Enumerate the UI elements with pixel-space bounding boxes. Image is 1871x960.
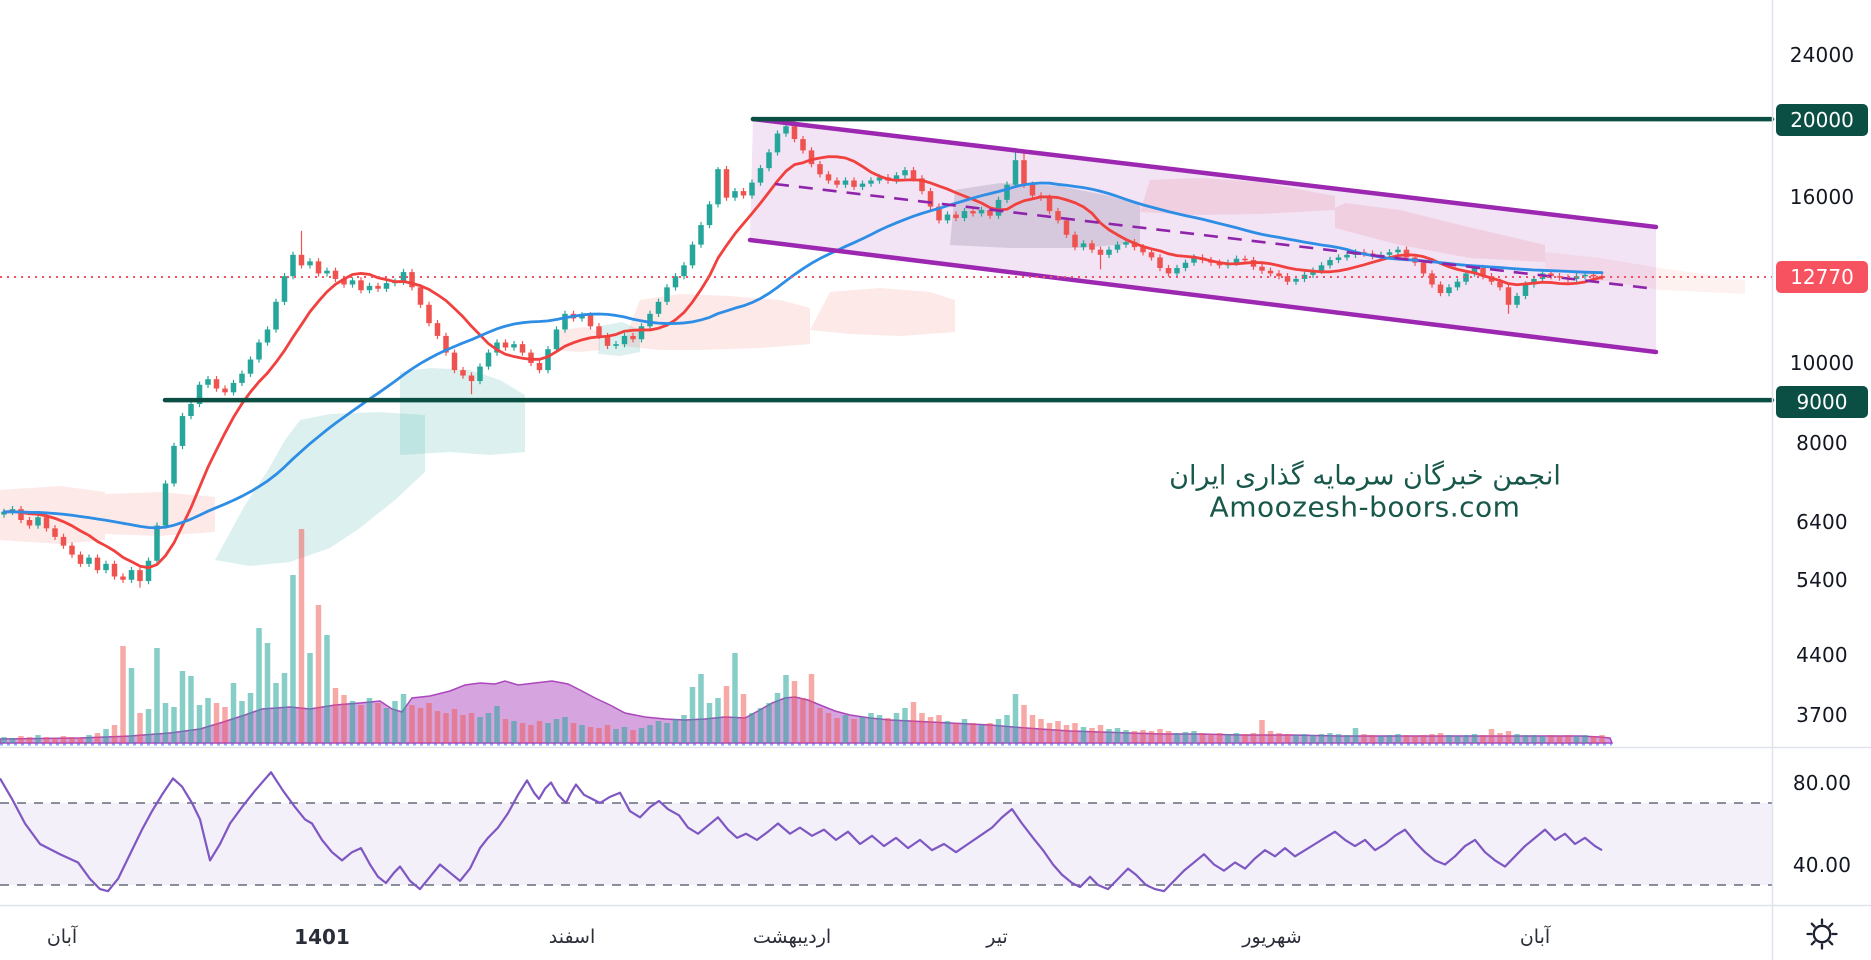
gear-icon bbox=[1806, 918, 1838, 950]
ichimoku-cloud bbox=[105, 492, 215, 536]
watermark-line-1: انجمن خبرگان سرمایه گذاری ایران bbox=[1169, 460, 1561, 492]
ichimoku-cloud bbox=[622, 294, 810, 350]
price-axis-label: 5400 bbox=[1796, 568, 1848, 592]
ma-slow-line bbox=[2, 181, 1604, 530]
price-axis-label: 3700 bbox=[1796, 703, 1848, 727]
support-price-label: 9000 bbox=[1776, 386, 1868, 418]
time-axis[interactable] bbox=[0, 906, 1772, 960]
channel-bottom-line bbox=[747, 237, 1659, 355]
time-axis-label: آبان bbox=[46, 926, 78, 948]
channel-top-line bbox=[750, 116, 1659, 230]
price-axis-label: 8000 bbox=[1796, 431, 1848, 455]
watermark: انجمن خبرگان سرمایه گذاری ایران Amoozesh… bbox=[1169, 460, 1561, 523]
price-axis-label: 6400 bbox=[1796, 510, 1848, 534]
ichimoku-cloud bbox=[1335, 203, 1545, 262]
price-axis-label: 24000 bbox=[1789, 43, 1855, 67]
ichimoku-cloud bbox=[400, 368, 525, 455]
time-axis-label: اسفند bbox=[548, 926, 596, 948]
last-price-label: 12770 bbox=[1776, 261, 1868, 293]
time-axis-label: آبان bbox=[1519, 926, 1551, 948]
watermark-line-2: Amoozesh-boors.com bbox=[1209, 490, 1521, 524]
time-axis-label: اردیبهشت bbox=[752, 926, 832, 948]
ma-fast-line bbox=[2, 155, 1604, 570]
descending-channel-fill bbox=[750, 119, 1656, 352]
price-axis-label: 80.00 bbox=[1792, 771, 1852, 795]
volume-bars bbox=[1, 529, 1605, 743]
ichimoku-cloud bbox=[810, 288, 955, 336]
rsi-line bbox=[0, 771, 1603, 893]
time-axis-label: شهریور bbox=[1242, 926, 1302, 948]
price-axis-label: 10000 bbox=[1789, 351, 1855, 375]
time-axis-label: تیر bbox=[986, 926, 1008, 948]
ichimoku-cloud bbox=[1545, 252, 1745, 294]
price-axis-label: 16000 bbox=[1789, 185, 1855, 209]
ichimoku-cloud bbox=[215, 412, 425, 566]
resistance-price-label: 20000 bbox=[1776, 104, 1868, 136]
price-scale-settings-button[interactable] bbox=[1796, 912, 1848, 956]
time-axis-label: 1401 bbox=[294, 925, 350, 949]
price-axis-label: 40.00 bbox=[1792, 853, 1852, 877]
price-axis-label: 4400 bbox=[1796, 643, 1848, 667]
ichimoku-cloud bbox=[1140, 178, 1335, 215]
channel-midline-dashed bbox=[774, 182, 1657, 291]
